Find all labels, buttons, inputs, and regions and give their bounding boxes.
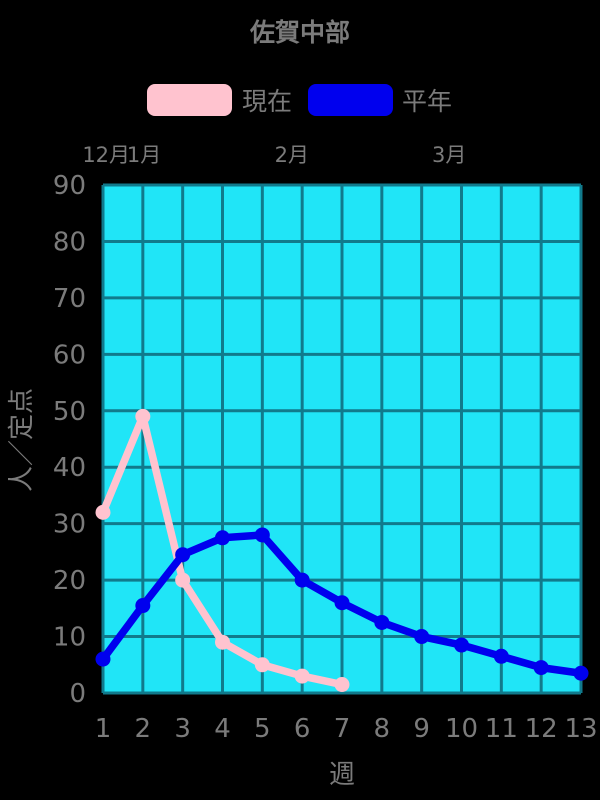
legend-swatch-average bbox=[308, 84, 393, 116]
x-tick-label: 6 bbox=[294, 714, 311, 744]
data-point-現在-week-6 bbox=[294, 668, 310, 684]
x-tick-label: 7 bbox=[334, 714, 351, 744]
data-point-現在-week-1 bbox=[95, 504, 111, 520]
data-point-平年-week-4 bbox=[215, 530, 230, 546]
data-point-平年-week-10 bbox=[454, 637, 469, 653]
y-axis-label: 人／定点 bbox=[7, 388, 37, 492]
data-point-現在-week-3 bbox=[175, 572, 191, 588]
data-point-平年-week-6 bbox=[294, 572, 310, 588]
y-tick-label: 60 bbox=[53, 340, 86, 370]
chart-title: 佐賀中部 bbox=[249, 18, 350, 47]
y-tick-label: 10 bbox=[53, 623, 86, 653]
data-point-平年-week-3 bbox=[175, 547, 191, 563]
month-label: 1月 bbox=[127, 143, 161, 167]
x-tick-label: 13 bbox=[564, 714, 597, 744]
data-point-現在-week-2 bbox=[135, 408, 151, 424]
x-axis-label: 週 bbox=[329, 760, 355, 790]
month-label: 3月 bbox=[432, 143, 466, 167]
data-point-平年-week-7 bbox=[334, 595, 350, 611]
legend-swatch-current bbox=[147, 84, 232, 116]
x-tick-label: 1 bbox=[95, 714, 112, 744]
x-tick-label: 5 bbox=[254, 714, 271, 744]
x-tick-label: 3 bbox=[174, 714, 191, 744]
data-point-平年-week-13 bbox=[573, 665, 589, 681]
legend-label-average: 平年 bbox=[402, 87, 452, 116]
y-tick-label: 70 bbox=[53, 284, 86, 314]
y-tick-label: 50 bbox=[53, 397, 86, 427]
data-point-平年-week-9 bbox=[414, 629, 430, 645]
x-tick-label: 4 bbox=[214, 714, 231, 744]
data-point-現在-week-5 bbox=[254, 657, 270, 673]
data-point-平年-week-5 bbox=[254, 527, 270, 543]
y-tick-label: 90 bbox=[53, 171, 86, 201]
data-point-平年-week-12 bbox=[533, 660, 549, 676]
data-point-現在-week-4 bbox=[215, 634, 230, 650]
legend: 現在 平年 bbox=[147, 84, 452, 116]
data-point-平年-week-11 bbox=[493, 648, 509, 664]
data-point-平年-week-8 bbox=[374, 614, 390, 630]
y-tick-label: 30 bbox=[53, 510, 86, 540]
data-point-平年-week-1 bbox=[95, 651, 111, 667]
data-point-現在-week-7 bbox=[334, 677, 350, 693]
month-label: 12月 bbox=[82, 143, 130, 167]
x-tick-label: 2 bbox=[135, 714, 152, 744]
x-tick-label: 11 bbox=[485, 714, 518, 744]
x-tick-label: 8 bbox=[374, 714, 391, 744]
x-tick-label: 9 bbox=[413, 714, 430, 744]
legend-label-current: 現在 bbox=[242, 87, 292, 116]
y-tick-label: 0 bbox=[69, 679, 86, 709]
y-tick-label: 40 bbox=[53, 453, 86, 483]
y-tick-label: 20 bbox=[53, 566, 86, 596]
data-point-平年-week-2 bbox=[135, 598, 151, 614]
month-label: 2月 bbox=[275, 143, 309, 167]
x-tick-label: 12 bbox=[525, 714, 558, 744]
y-tick-label: 80 bbox=[53, 227, 86, 257]
x-tick-label: 10 bbox=[445, 714, 478, 744]
